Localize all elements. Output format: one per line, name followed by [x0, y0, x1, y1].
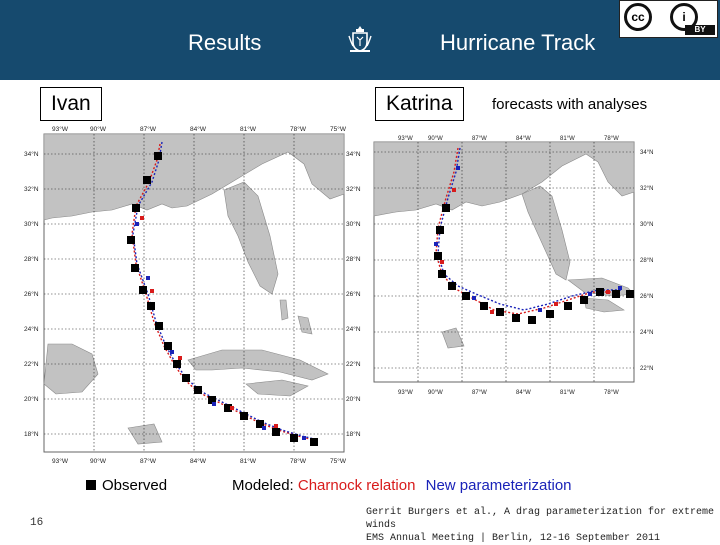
katrina-charnock-track: [435, 147, 616, 315]
ivan-lon-label: 81°W: [240, 457, 257, 465]
katrina-lat-label: 26°N: [640, 294, 653, 300]
katrina-new-param-track: [437, 147, 622, 311]
legend-charnock-label: Charnock relation: [297, 477, 416, 494]
katrina-lon-label: 87°W: [472, 136, 487, 142]
ivan-gridlines: [44, 134, 344, 452]
katrina-land: [373, 141, 635, 349]
katrina-track-map: 93°W 90°W 87°W 84°W 81°W 78°W 93°W 90°W …: [373, 136, 653, 396]
ivan-lat-label: 26°N: [346, 290, 361, 298]
katrina-lon-label: 84°W: [516, 390, 531, 396]
ivan-lat-label: 22°N: [24, 360, 39, 368]
ivan-lat-label: 28°N: [24, 255, 39, 263]
ivan-lat-label: 20°N: [346, 395, 361, 403]
footer-line-2: EMS Annual Meeting | Berlin, 12-16 Septe…: [366, 533, 661, 544]
by-label: BY: [685, 25, 715, 35]
ivan-lon-label: 87°W: [140, 457, 157, 465]
cc-icon: cc: [624, 3, 652, 31]
katrina-lat-label: 30°N: [640, 222, 653, 228]
ivan-lat-label: 32°N: [24, 185, 39, 193]
ivan-track-map: 93°W 90°W 87°W 84°W 81°W 78°W 75°W 93°W …: [24, 125, 361, 465]
legend-new-param-label: New parameterization: [425, 477, 572, 494]
katrina-lon-label: 81°W: [560, 390, 575, 396]
ivan-new-param-points: [135, 222, 306, 440]
ivan-lon-label: 84°W: [190, 457, 207, 465]
ivan-lat-label: 26°N: [24, 290, 39, 298]
katrina-lon-label: 90°W: [428, 136, 443, 142]
ivan-lon-label: 90°W: [90, 125, 107, 133]
katrina-lat-label: 32°N: [640, 186, 653, 192]
ivan-lat-label: 24°N: [24, 325, 39, 333]
katrina-lat-label: 22°N: [640, 366, 653, 372]
katrina-lon-label: 78°W: [604, 390, 619, 396]
page-number: 16: [30, 517, 44, 529]
legend-observed: Observed: [86, 477, 167, 494]
ivan-lat-label: 20°N: [24, 395, 39, 403]
ivan-observed-points: [127, 152, 318, 446]
hurricane-track-title: Hurricane Track: [440, 30, 596, 55]
creative-commons-badge: cc i BY: [619, 0, 718, 38]
ivan-lat-label: 30°N: [346, 220, 361, 228]
katrina-label: Katrina: [375, 87, 464, 121]
ivan-lat-label: 34°N: [24, 150, 39, 158]
katrina-lon-label: 81°W: [560, 136, 575, 142]
katrina-lon-label: 93°W: [398, 136, 413, 142]
katrina-lon-label: 90°W: [428, 390, 443, 396]
katrina-lon-label: 78°W: [604, 136, 619, 142]
ivan-lat-label: 32°N: [346, 185, 361, 193]
katrina-observed-points: [434, 204, 634, 324]
legend-modeled-prefix: Modeled:: [232, 477, 298, 494]
ivan-new-param-track: [132, 141, 319, 441]
ivan-lat-label: 24°N: [346, 325, 361, 333]
katrina-charnock-points: [440, 188, 610, 314]
ivan-lon-label: 81°W: [240, 125, 257, 133]
ivan-lon-label: 93°W: [52, 125, 69, 133]
coat-of-arms-logo: [348, 26, 372, 52]
katrina-lon-label: 84°W: [516, 136, 531, 142]
ivan-label: Ivan: [40, 87, 102, 121]
attribution-icon: i: [670, 3, 698, 31]
legend-modeled: Modeled: Charnock relation New parameter…: [232, 477, 572, 494]
ivan-lat-label: 18°N: [346, 430, 361, 438]
katrina-lat-label: 24°N: [640, 330, 653, 336]
observed-square-icon: [86, 480, 96, 490]
ivan-lon-label: 93°W: [52, 457, 69, 465]
header-bar: Results Hurricane Track cc i BY: [0, 0, 720, 80]
footer-citation: Gerrit Burgers et al., A drag parameteri…: [366, 506, 720, 545]
ivan-lat-label: 34°N: [346, 150, 361, 158]
legend-observed-label: Observed: [102, 477, 168, 494]
footer-line-1: Gerrit Burgers et al., A drag parameteri…: [366, 507, 715, 531]
ivan-lon-label: 84°W: [190, 125, 207, 133]
ivan-lat-label: 30°N: [24, 220, 39, 228]
ivan-charnock-points: [140, 216, 278, 428]
results-title: Results: [188, 30, 262, 55]
ivan-lon-label: 78°W: [290, 457, 307, 465]
ivan-lon-label: 90°W: [90, 457, 107, 465]
katrina-lat-label: 28°N: [640, 258, 653, 264]
katrina-lat-label: 34°N: [640, 150, 653, 156]
forecasts-subtitle: forecasts with analyses: [492, 96, 648, 113]
ivan-lon-label: 87°W: [140, 125, 157, 133]
ivan-lon-label: 75°W: [330, 457, 347, 465]
ivan-lat-label: 28°N: [346, 255, 361, 263]
ivan-lon-label: 75°W: [330, 125, 347, 133]
katrina-gridlines: [374, 142, 634, 382]
katrina-new-param-points: [434, 166, 622, 312]
ivan-lon-label: 78°W: [290, 125, 307, 133]
katrina-lon-label: 87°W: [472, 390, 487, 396]
ivan-lat-label: 22°N: [346, 360, 361, 368]
katrina-lon-label: 93°W: [398, 390, 413, 396]
ivan-lat-label: 18°N: [24, 430, 39, 438]
